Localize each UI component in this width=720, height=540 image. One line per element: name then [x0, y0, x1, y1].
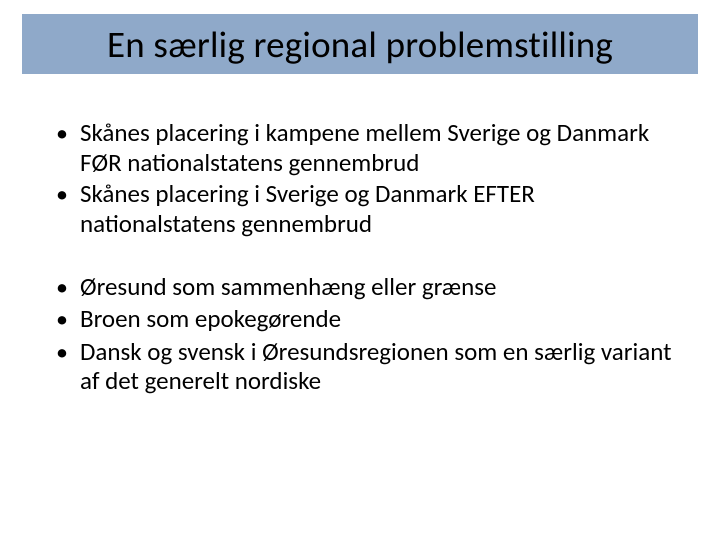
bullet-marker: • [56, 272, 80, 302]
bullet-marker: • [56, 179, 80, 209]
bullet-item: • Broen som epokegørende [56, 304, 676, 334]
bullet-marker: • [56, 118, 80, 148]
bullet-item: • Øresund som sammenhæng eller grænse [56, 272, 676, 302]
title-bar: En særlig regional problemstilling [22, 14, 698, 74]
bullet-marker: • [56, 304, 80, 334]
bullet-text: Skånes placering i Sverige og Danmark EF… [80, 179, 676, 238]
bullet-text: Skånes placering i kampene mellem Sverig… [80, 118, 676, 177]
bullet-item: • Skånes placering i kampene mellem Sver… [56, 118, 676, 177]
bullet-text: Broen som epokegørende [80, 304, 676, 334]
bullet-marker: • [56, 337, 80, 367]
bullet-group-2: • Øresund som sammenhæng eller grænse • … [56, 272, 676, 396]
bullet-text: Dansk og svensk i Øresundsregionen som e… [80, 337, 676, 396]
bullet-item: • Skånes placering i Sverige og Danmark … [56, 179, 676, 238]
slide-title: En særlig regional problemstilling [107, 22, 613, 67]
bullet-text: Øresund som sammenhæng eller grænse [80, 272, 676, 302]
slide-content: • Skånes placering i kampene mellem Sver… [56, 118, 676, 398]
bullet-group-1: • Skånes placering i kampene mellem Sver… [56, 118, 676, 238]
bullet-item: • Dansk og svensk i Øresundsregionen som… [56, 337, 676, 396]
